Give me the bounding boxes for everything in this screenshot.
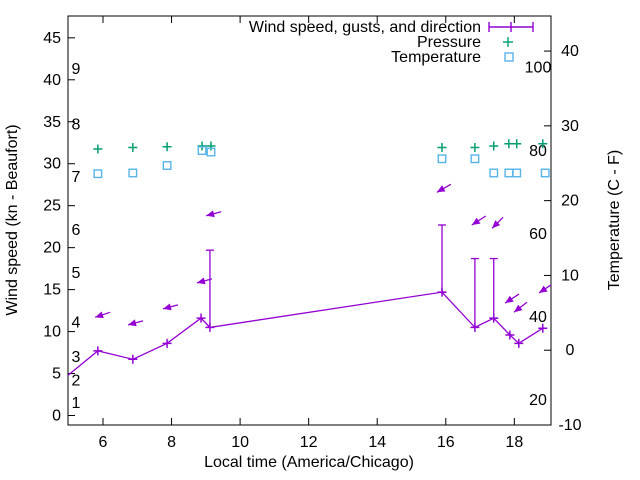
wind-point-marker — [514, 338, 524, 348]
temperature-marker — [162, 161, 172, 170]
beaufort-scale-label: 2 — [72, 372, 81, 389]
y-right-tick-label: 10 — [561, 267, 579, 284]
wind-point-marker — [470, 322, 480, 332]
beaufort-scale-label: 6 — [72, 222, 81, 239]
temperature-marker — [128, 168, 138, 178]
y-left-tick-label: 30 — [43, 156, 61, 173]
legend-label-wind: Wind speed, gusts, and direction — [249, 19, 481, 36]
wind-point-marker — [162, 338, 172, 348]
pressure-marker — [128, 143, 138, 153]
wind-direction-arrow-head — [471, 217, 481, 225]
temperature-marker — [470, 154, 480, 164]
wind-point-marker — [93, 346, 103, 356]
wind-direction-arrow-head — [162, 303, 172, 311]
wind-direction-arrow-head — [128, 319, 137, 327]
x-axis-title: Local time (America/Chicago) — [204, 454, 414, 471]
x-tick-label: 12 — [300, 434, 318, 451]
beaufort-scale-label: 3 — [72, 349, 81, 366]
y-right-tick-label: 30 — [561, 118, 579, 135]
y-left-tick-label: 10 — [43, 324, 61, 341]
fahrenheit-scale-label: 80 — [529, 143, 547, 160]
x-tick-label: 14 — [368, 434, 386, 451]
beaufort-scale-label: 9 — [72, 61, 81, 78]
wind-direction-arrow-head — [492, 220, 501, 229]
pressure-marker — [93, 144, 103, 154]
temperature-marker — [93, 169, 103, 179]
wind-point-marker — [437, 287, 447, 297]
legend: Wind speed, gusts, and direction Pressur… — [249, 19, 534, 66]
pressure-marker — [512, 139, 522, 149]
y-left-tick-label: 0 — [52, 408, 61, 425]
pressure-marker — [489, 141, 499, 151]
wind-direction-arrow-head — [436, 185, 446, 193]
pressure-marker — [504, 139, 514, 149]
x-tick-label: 6 — [99, 434, 108, 451]
wind-direction-arrow-head — [513, 304, 523, 313]
y-left-tick-label: 25 — [43, 198, 61, 215]
wind-point-marker — [128, 354, 138, 364]
wind-direction-arrow-head — [505, 295, 514, 304]
wind-direction-arrow-head — [206, 210, 215, 218]
y-axis-right-title: Temperature (C - F) — [606, 150, 623, 290]
legend-sample-temperature-square-icon — [504, 52, 514, 62]
wind-direction-arrow-head — [539, 285, 548, 293]
y-left-tick-label: 5 — [52, 366, 61, 383]
y-left-tick-label: 20 — [43, 240, 61, 257]
y-left-tick-label: 40 — [43, 72, 61, 89]
temperature-marker — [197, 146, 207, 155]
wind-point-marker — [489, 313, 499, 323]
y-right-tick-label: 0 — [566, 342, 575, 359]
y-right-tick-label: 40 — [561, 43, 579, 60]
temperature-marker — [512, 168, 522, 178]
plot-border — [67, 15, 552, 426]
beaufort-scale-label: 4 — [72, 314, 81, 331]
fahrenheit-scale-label: 40 — [529, 309, 547, 326]
temperature-marker — [489, 168, 499, 178]
y-left-tick-label: 15 — [43, 282, 61, 299]
pressure-marker — [162, 142, 172, 152]
legend-sample-wind-errorbar — [488, 22, 534, 32]
y-right-tick-label: -10 — [558, 417, 581, 434]
wind-point-marker — [505, 330, 515, 340]
legend-sample-pressure-plus-icon — [503, 37, 513, 47]
y-left-tick-label: 35 — [43, 114, 61, 131]
x-tick-label: 18 — [505, 434, 523, 451]
beaufort-scale-label: 1 — [72, 395, 81, 412]
y-left-tick-label: 45 — [43, 30, 61, 47]
y-axis-left-title: Wind speed (kn - Beaufort) — [4, 124, 21, 315]
pressure-marker — [197, 141, 207, 151]
pressure-marker — [206, 141, 216, 151]
fahrenheit-scale-label: 100 — [525, 60, 552, 77]
wind-point-marker — [196, 313, 206, 323]
beaufort-scale-label: 7 — [72, 169, 81, 186]
pressure-marker — [538, 139, 548, 149]
legend-label-temperature: Temperature — [391, 49, 481, 66]
temperature-marker — [437, 154, 447, 164]
chart-generated-graphics: 6 8 10 12 14 16 18051015202530354045-100102030… — [43, 15, 582, 451]
x-tick-label: 16 — [437, 434, 455, 451]
beaufort-scale-label: 8 — [72, 116, 81, 133]
wind-point-marker — [205, 322, 215, 332]
y-right-tick-label: 20 — [561, 193, 579, 210]
temperature-marker — [504, 168, 514, 178]
fahrenheit-scale-label: 20 — [529, 392, 547, 409]
beaufort-scale-label: 5 — [72, 265, 81, 282]
x-tick-label: 10 — [231, 434, 249, 451]
legend-label-pressure: Pressure — [417, 34, 481, 51]
x-tick-label: 8 — [167, 434, 176, 451]
wind-direction-arrow-head — [95, 311, 104, 319]
wind-point-marker — [538, 323, 548, 333]
wind-direction-arrow-head — [196, 277, 206, 285]
pressure-marker — [470, 143, 480, 153]
pressure-marker — [437, 143, 447, 153]
fahrenheit-scale-label: 60 — [529, 226, 547, 243]
temperature-marker — [206, 147, 216, 157]
wind-speed-line — [67, 291, 544, 376]
temperature-marker — [540, 168, 550, 178]
